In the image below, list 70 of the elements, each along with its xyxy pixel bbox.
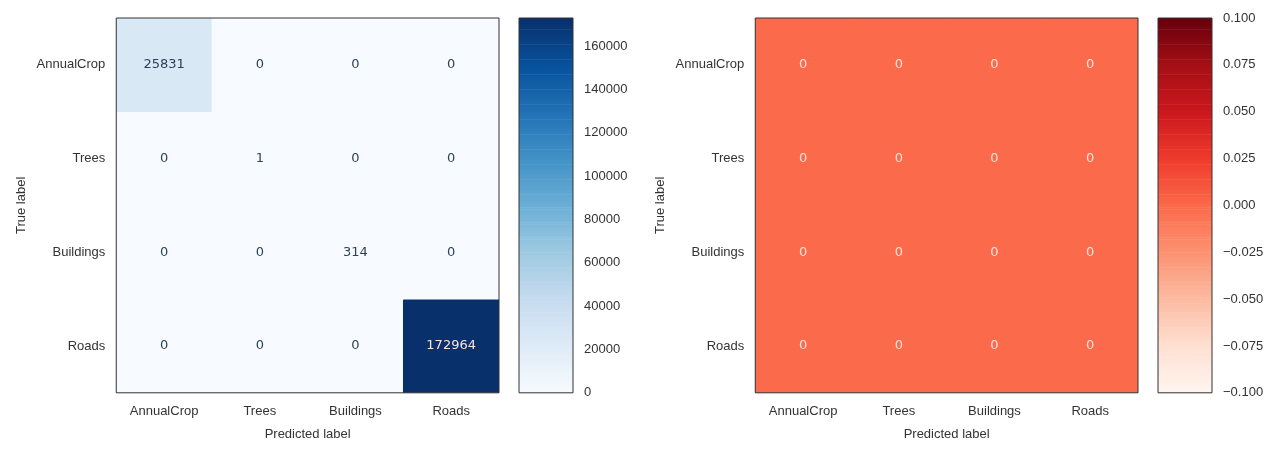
data-label: 0 bbox=[798, 243, 808, 259]
x-axis-title: Predicted label bbox=[903, 425, 990, 441]
data-label: 0 bbox=[990, 243, 999, 259]
color-bar-label: 140000 bbox=[584, 81, 628, 97]
data-label: 0 bbox=[351, 56, 360, 72]
data-label: 0 bbox=[894, 56, 903, 72]
data-label: 172964 bbox=[426, 337, 476, 353]
color-bar-label: 0.000 bbox=[1223, 196, 1256, 212]
data-label: 0 bbox=[894, 337, 903, 353]
x-tick-label: Buildings bbox=[329, 403, 383, 419]
data-label: 25831 bbox=[143, 56, 185, 72]
data-label: 0 bbox=[990, 149, 999, 165]
data-label: 0 bbox=[990, 56, 999, 72]
y-tick-label: Roads bbox=[706, 337, 745, 353]
data-label: 0 bbox=[798, 337, 808, 353]
data-label: 0 bbox=[990, 337, 999, 353]
data-label: 0 bbox=[894, 149, 903, 165]
y-tick-label: AnnualCrop bbox=[675, 56, 745, 72]
data-label: 0 bbox=[1086, 243, 1095, 259]
color-bar-label: −0.050 bbox=[1223, 290, 1264, 306]
color-bar-label: 20000 bbox=[584, 341, 621, 357]
data-label: 0 bbox=[159, 243, 169, 259]
y-tick-label: Buildings bbox=[691, 243, 745, 259]
x-tick-label: Roads bbox=[432, 403, 471, 419]
data-label: 0 bbox=[1086, 149, 1095, 165]
data-label: 1 bbox=[255, 149, 264, 165]
data-label: 0 bbox=[447, 56, 456, 72]
x-tick-label: Trees bbox=[882, 403, 916, 419]
x-tick-label: Trees bbox=[243, 403, 277, 419]
data-label: 0 bbox=[351, 149, 360, 165]
y-tick-label: AnnualCrop bbox=[36, 56, 106, 72]
data-label: 0 bbox=[351, 337, 360, 353]
color-bar-label: 60000 bbox=[584, 254, 621, 270]
color-bar-label: −0.075 bbox=[1223, 337, 1264, 353]
x-tick-label: Roads bbox=[1071, 403, 1110, 419]
y-tick-label: Trees bbox=[72, 150, 106, 166]
color-bar-label: 80000 bbox=[584, 211, 621, 227]
y-tick-label: Buildings bbox=[52, 243, 106, 259]
color-bar-label: −0.100 bbox=[1223, 384, 1264, 400]
data-label: 0 bbox=[1086, 56, 1095, 72]
data-label: 0 bbox=[798, 149, 808, 165]
x-tick-label: AnnualCrop bbox=[129, 403, 199, 419]
color-bar-label: 100000 bbox=[584, 167, 628, 183]
data-label: 0 bbox=[255, 337, 264, 353]
x-tick-label: AnnualCrop bbox=[768, 403, 838, 419]
color-bar-label: −0.025 bbox=[1223, 243, 1264, 259]
color-bar-label: 0.075 bbox=[1223, 56, 1256, 72]
color-bar-label: 120000 bbox=[584, 124, 628, 140]
data-label: 0 bbox=[255, 56, 264, 72]
data-label: 0 bbox=[447, 149, 456, 165]
x-tick-label: Buildings bbox=[968, 403, 1022, 419]
data-label: 0 bbox=[798, 56, 808, 72]
y-tick-label: Trees bbox=[711, 150, 745, 166]
x-axis-title: Predicted label bbox=[264, 425, 351, 441]
color-bar-label: 0.025 bbox=[1223, 150, 1256, 166]
y-axis-title: True label bbox=[652, 176, 668, 235]
color-bar-label: 0.050 bbox=[1223, 103, 1256, 119]
color-bar-label: 40000 bbox=[584, 297, 621, 313]
data-label: 0 bbox=[447, 243, 456, 259]
data-label: 0 bbox=[159, 149, 169, 165]
data-label: 0 bbox=[255, 243, 264, 259]
data-label: 0 bbox=[894, 243, 903, 259]
y-axis-title: True label bbox=[13, 176, 29, 235]
color-bar-label: 0.100 bbox=[1223, 9, 1256, 25]
data-label: 0 bbox=[159, 337, 169, 353]
color-bar-label: 160000 bbox=[584, 37, 628, 53]
color-bar-label: 0 bbox=[584, 384, 592, 400]
y-tick-label: Roads bbox=[67, 337, 106, 353]
data-label: 314 bbox=[343, 243, 368, 259]
data-label: 0 bbox=[1086, 337, 1095, 353]
